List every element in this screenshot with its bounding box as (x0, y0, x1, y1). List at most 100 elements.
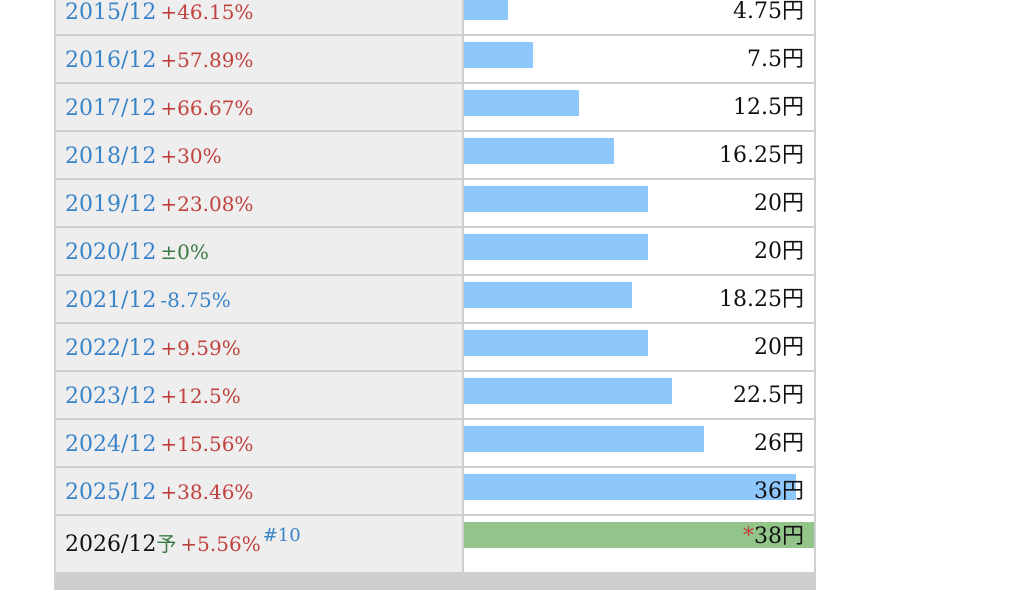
row-label-cell: 2016/12 +57.89% (56, 36, 462, 82)
forecast-period: 2026/12 (65, 532, 157, 557)
row-label-cell: 2019/12 +23.08% (56, 180, 462, 226)
change-percent: +12.5% (160, 384, 241, 408)
row-label-cell: 2024/12 +15.56% (56, 420, 462, 466)
row-period[interactable]: 2024/12 (65, 432, 157, 457)
change-percent: -8.75% (160, 288, 231, 312)
dividend-history-table: 2015/12 +46.15% 4.75円 2016/12 +57.89% 7.5円… (54, 0, 816, 590)
row-value: 7.5円 (747, 47, 804, 72)
forecast-change-percent: +5.56% (180, 532, 261, 556)
value-bar (464, 474, 796, 500)
row-period[interactable]: 2022/12 (65, 336, 157, 361)
row-label-cell: 2018/12 +30% (56, 132, 462, 178)
row-period[interactable]: 2017/12 (65, 96, 157, 121)
value-bar (464, 282, 632, 308)
value-bar (464, 330, 648, 356)
forecast-row: 2026/12予 +5.56% #10 *38円 (56, 516, 814, 572)
row-value: 18.25円 (719, 287, 804, 312)
row-label-cell: 2022/12 +9.59% (56, 324, 462, 370)
change-percent: +66.67% (160, 96, 254, 120)
row-label-cell: 2020/12 ±0% (56, 228, 462, 274)
bar-cell: 12.5円 (464, 84, 814, 130)
change-percent: ±0% (160, 240, 209, 264)
row-label: 2026/12予 +5.56% #10 (65, 525, 301, 559)
row-period[interactable]: 2015/12 (65, 0, 157, 25)
row-label: 2016/12 +57.89% (65, 47, 253, 74)
bar-cell: 20円 (464, 180, 814, 226)
bar-cell: 26円 (464, 420, 814, 466)
row-value: 36円 (754, 479, 804, 504)
row-value: 22.5円 (733, 383, 804, 408)
table-row: 2017/12 +66.67% 12.5円 (56, 84, 814, 130)
row-value: 20円 (754, 191, 804, 216)
bar-cell: 22.5円 (464, 372, 814, 418)
row-label: 2022/12 +9.59% (65, 335, 241, 362)
row-label: 2020/12 ±0% (65, 239, 209, 266)
change-percent: +15.56% (160, 432, 254, 456)
row-value: 16.25円 (719, 143, 804, 168)
row-period[interactable]: 2020/12 (65, 240, 157, 265)
row-label-cell: 2015/12 +46.15% (56, 0, 462, 34)
row-label-cell: 2025/12 +38.46% (56, 468, 462, 514)
row-label: 2023/12 +12.5% (65, 383, 241, 410)
row-label: 2018/12 +30% (65, 143, 222, 170)
bar-cell: *38円 (464, 516, 814, 572)
row-value: 12.5円 (733, 95, 804, 120)
row-value: 4.75円 (733, 0, 804, 24)
value-bar (464, 0, 508, 20)
value-bar (464, 138, 614, 164)
value-bar (464, 186, 648, 212)
change-percent: +30% (160, 144, 222, 168)
value-bar (464, 42, 533, 68)
value-bar (464, 234, 648, 260)
bar-cell: 20円 (464, 228, 814, 274)
row-label: 2024/12 +15.56% (65, 431, 253, 458)
table-row: 2022/12 +9.59% 20円 (56, 324, 814, 370)
table-row: 2024/12 +15.56% 26円 (56, 420, 814, 466)
table-row: 2015/12 +46.15% 4.75円 (56, 0, 814, 34)
row-period[interactable]: 2025/12 (65, 480, 157, 505)
bar-cell: 7.5円 (464, 36, 814, 82)
table-row: 2025/12 +38.46% 36円 (56, 468, 814, 514)
row-value: 20円 (754, 335, 804, 360)
row-label-cell: 2026/12予 +5.56% #10 (56, 516, 462, 572)
forecast-value-text: 38円 (754, 524, 804, 549)
row-label: 2021/12 -8.75% (65, 287, 231, 314)
forecast-asterisk: * (743, 524, 754, 549)
value-bar (464, 90, 579, 116)
row-label: 2017/12 +66.67% (65, 95, 253, 122)
change-percent: +57.89% (160, 48, 254, 72)
forecast-value-bar (464, 522, 814, 548)
row-period[interactable]: 2016/12 (65, 48, 157, 73)
change-percent: +9.59% (160, 336, 241, 360)
row-value: 20円 (754, 239, 804, 264)
table-row: 2023/12 +12.5% 22.5円 (56, 372, 814, 418)
row-label: 2025/12 +38.46% (65, 479, 253, 506)
value-bar (464, 378, 672, 404)
table-row: 2019/12 +23.08% 20円 (56, 180, 814, 226)
change-percent: +38.46% (160, 480, 254, 504)
row-period[interactable]: 2021/12 (65, 288, 157, 313)
bar-cell: 4.75円 (464, 0, 814, 34)
change-percent: +23.08% (160, 192, 254, 216)
table-row: 2016/12 +57.89% 7.5円 (56, 36, 814, 82)
table-row: 2020/12 ±0% 20円 (56, 228, 814, 274)
bar-cell: 18.25円 (464, 276, 814, 322)
value-bar (464, 426, 704, 452)
row-value: 26円 (754, 431, 804, 456)
row-label: 2015/12 +46.15% (65, 0, 253, 26)
change-percent: +46.15% (160, 0, 254, 24)
row-period[interactable]: 2023/12 (65, 384, 157, 409)
bar-cell: 36円 (464, 468, 814, 514)
row-label-cell: 2017/12 +66.67% (56, 84, 462, 130)
row-label-cell: 2021/12 -8.75% (56, 276, 462, 322)
row-label-cell: 2023/12 +12.5% (56, 372, 462, 418)
forecast-value: *38円 (743, 524, 804, 550)
table-row: 2018/12 +30% 16.25円 (56, 132, 814, 178)
row-period[interactable]: 2018/12 (65, 144, 157, 169)
bar-cell: 16.25円 (464, 132, 814, 178)
footnote-reference-link[interactable]: #10 (262, 525, 301, 546)
row-label: 2019/12 +23.08% (65, 191, 253, 218)
row-period[interactable]: 2019/12 (65, 192, 157, 217)
bar-cell: 20円 (464, 324, 814, 370)
table-row: 2021/12 -8.75% 18.25円 (56, 276, 814, 322)
